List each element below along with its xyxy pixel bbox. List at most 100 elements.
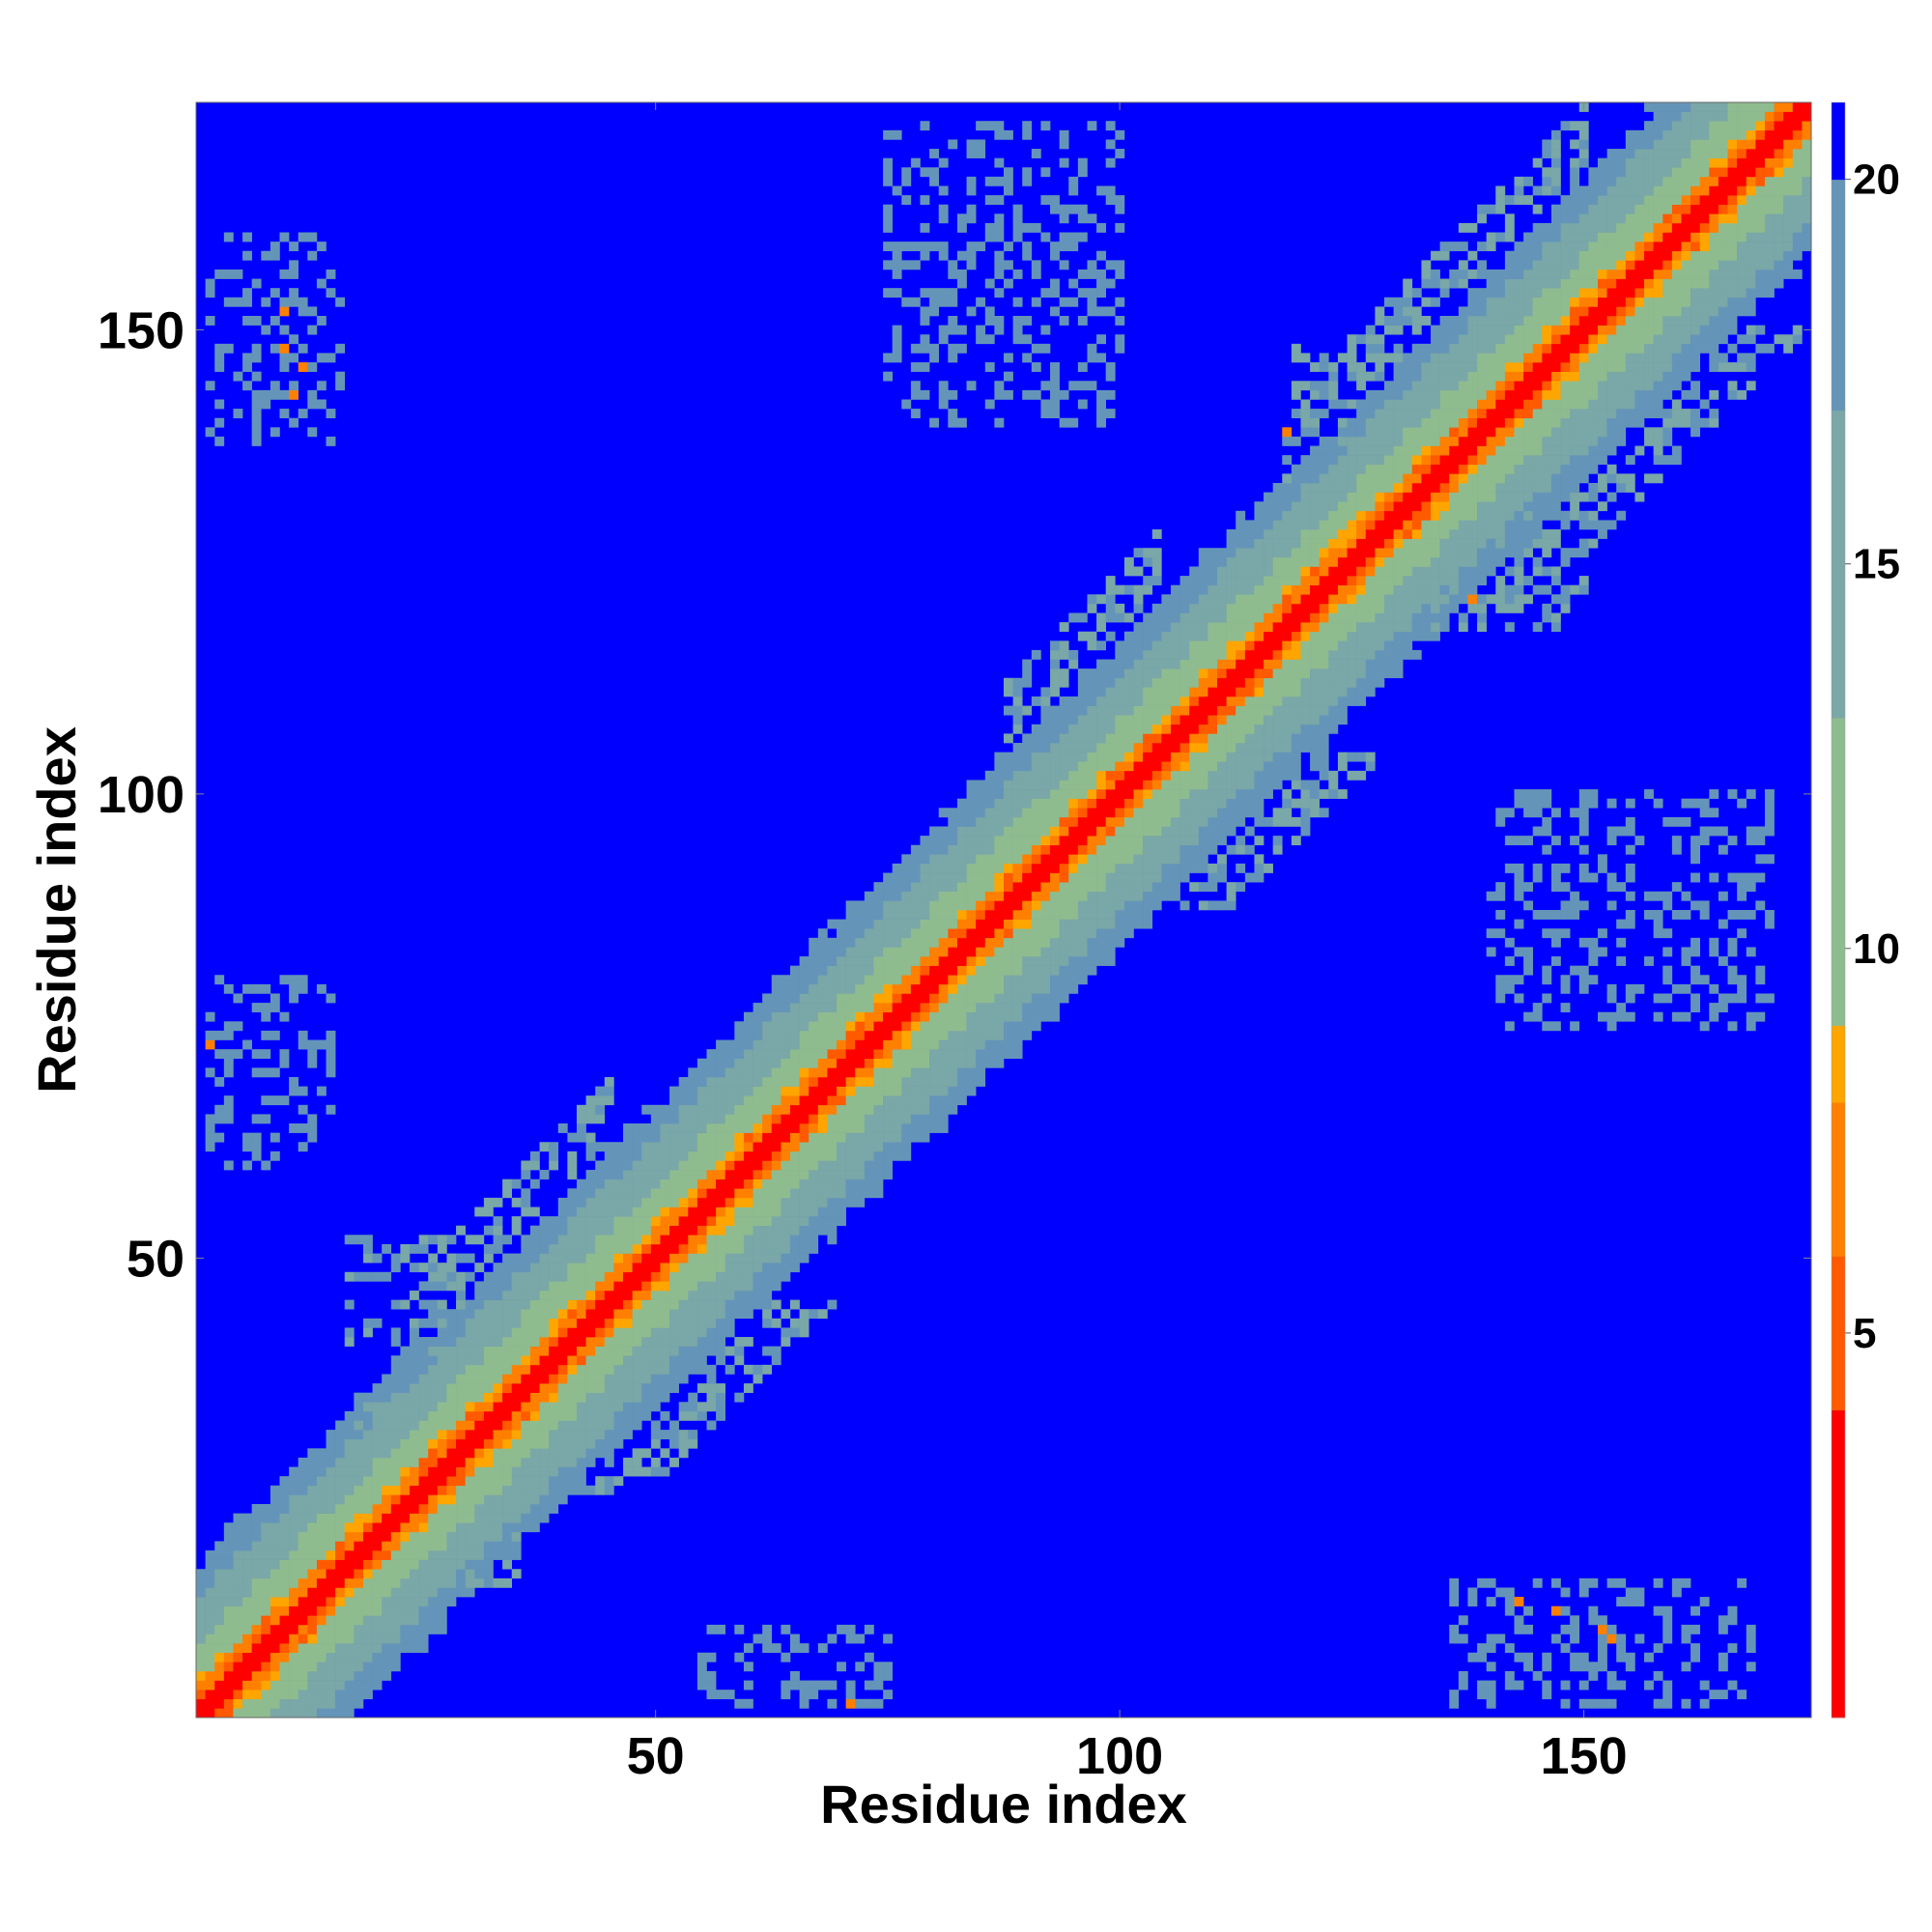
heatmap-cell <box>976 789 986 799</box>
heatmap-cell <box>400 1253 411 1264</box>
heatmap-cell <box>948 1003 958 1012</box>
heatmap-cell <box>669 1318 679 1328</box>
heatmap-cell <box>984 816 995 827</box>
heatmap-cell <box>762 1624 773 1634</box>
heatmap-cell <box>938 185 949 196</box>
heatmap-cell <box>344 1597 355 1606</box>
heatmap-cell <box>251 1569 262 1579</box>
heatmap-cell <box>1291 603 1301 613</box>
heatmap-cell <box>1365 325 1376 335</box>
heatmap-cell <box>205 1708 215 1719</box>
heatmap-cell <box>362 1634 373 1644</box>
heatmap-cell <box>929 1067 940 1078</box>
heatmap-cell <box>1226 724 1236 734</box>
heatmap-cell <box>1208 752 1218 762</box>
heatmap-cell <box>827 1067 838 1078</box>
heatmap-cell <box>771 1039 781 1050</box>
heatmap-cell <box>1143 677 1153 688</box>
heatmap-cell <box>632 1123 642 1133</box>
heatmap-cell <box>641 1235 652 1245</box>
heatmap-cell <box>1096 872 1106 883</box>
heatmap-cell <box>1254 631 1264 641</box>
heatmap-cell <box>205 1569 215 1579</box>
heatmap-cell <box>1179 733 1190 744</box>
heatmap-cell <box>493 1438 503 1449</box>
heatmap-cell <box>428 1457 439 1467</box>
heatmap-cell <box>1264 631 1273 641</box>
heatmap-cell <box>400 1402 411 1412</box>
heatmap-cell <box>994 325 1005 335</box>
heatmap-cell <box>1356 548 1367 558</box>
heatmap-cell <box>539 1485 550 1495</box>
heatmap-cell <box>1310 427 1321 438</box>
heatmap-cell <box>1310 640 1321 651</box>
heatmap-cell <box>994 975 1005 985</box>
heatmap-cell <box>344 1410 355 1421</box>
heatmap-cell <box>827 1003 838 1012</box>
heatmap-cell <box>1337 659 1348 669</box>
heatmap-cell <box>1143 863 1153 873</box>
heatmap-cell <box>873 975 884 985</box>
heatmap-cell <box>1031 724 1041 734</box>
heatmap-cell <box>289 1123 298 1133</box>
heatmap-cell <box>418 1569 429 1579</box>
heatmap-cell <box>855 919 866 929</box>
heatmap-cell <box>1040 780 1051 790</box>
heatmap-cell <box>1356 409 1367 419</box>
heatmap-cell <box>1310 538 1321 549</box>
heatmap-cell <box>298 1457 308 1467</box>
heatmap-cell <box>279 1587 290 1598</box>
heatmap-cell <box>771 1179 781 1189</box>
heatmap-cell <box>223 1680 234 1690</box>
heatmap-cell <box>1105 677 1116 688</box>
heatmap-cell <box>632 1448 642 1459</box>
heatmap-cell <box>382 1243 392 1254</box>
heatmap-cell <box>641 1142 652 1152</box>
heatmap-cell <box>678 1271 689 1282</box>
heatmap-cell <box>817 947 828 957</box>
heatmap-cell <box>298 1142 308 1152</box>
heatmap-cell <box>483 1466 494 1477</box>
heatmap-cell <box>1170 696 1180 706</box>
heatmap-cell <box>623 1281 633 1292</box>
heatmap-cell <box>576 1188 586 1199</box>
heatmap-cell <box>984 919 995 929</box>
heatmap-cell <box>1105 705 1116 716</box>
heatmap-cell <box>743 1170 753 1179</box>
heatmap-cell <box>641 1318 652 1328</box>
heatmap-cell <box>892 1123 902 1133</box>
heatmap-cell <box>251 1670 262 1681</box>
heatmap-cell <box>428 1383 439 1393</box>
heatmap-cell <box>372 1253 383 1264</box>
heatmap-cell <box>1151 631 1162 641</box>
heatmap-cell <box>354 1420 364 1431</box>
heatmap-cell <box>223 1058 234 1068</box>
heatmap-cell <box>1179 659 1190 669</box>
heatmap-cell <box>845 1067 856 1078</box>
heatmap-cell <box>753 1021 763 1032</box>
heatmap-cell <box>483 1513 494 1523</box>
heatmap-cell <box>920 316 930 326</box>
heatmap-cell <box>688 1235 698 1245</box>
heatmap-cell <box>289 1597 298 1606</box>
heatmap-cell <box>1356 677 1367 688</box>
heatmap-cell <box>1217 677 1227 688</box>
heatmap-cell <box>1310 556 1321 567</box>
heatmap-cell <box>966 937 977 948</box>
heatmap-cell <box>613 1151 624 1161</box>
heatmap-cell <box>669 1235 679 1245</box>
heatmap-cell <box>483 1541 494 1551</box>
heatmap-cell <box>529 1410 540 1421</box>
heatmap-cell <box>1198 836 1208 846</box>
heatmap-cell <box>1040 743 1051 753</box>
heatmap-cell <box>1198 705 1208 716</box>
heatmap-cell <box>1236 576 1246 585</box>
heatmap-cell <box>1087 297 1097 307</box>
heatmap-cell <box>549 1402 559 1412</box>
heatmap-cell <box>372 1420 383 1431</box>
heatmap-cell <box>929 826 940 837</box>
heatmap-cell <box>966 213 977 224</box>
heatmap-cell <box>1337 399 1348 410</box>
heatmap-cell <box>734 1021 745 1032</box>
heatmap-cell <box>910 937 921 948</box>
